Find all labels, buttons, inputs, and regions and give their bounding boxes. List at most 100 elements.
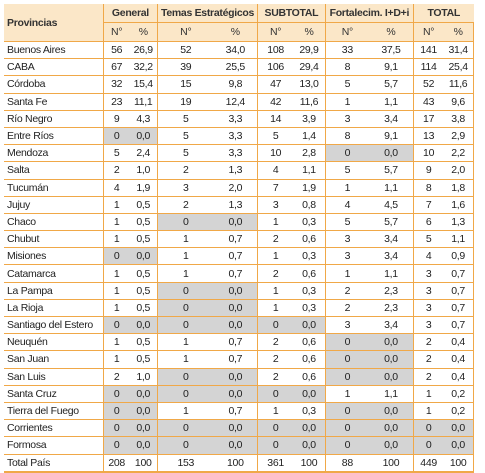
value-cell: 0,4	[443, 368, 475, 386]
province-cell: Entre Ríos	[4, 127, 104, 146]
value-cell: 9,8	[213, 75, 259, 94]
value-cell: 0,5	[129, 333, 159, 352]
value-cell: 0	[257, 316, 294, 335]
province-cell: San Luis	[4, 368, 104, 386]
value-cell: 1,3	[443, 213, 475, 232]
value-cell: 3	[325, 316, 369, 335]
value-cell: 0	[157, 419, 214, 438]
province-cell: Total País	[4, 454, 104, 473]
value-cell: 1,0	[129, 161, 159, 180]
value-cell: 0	[413, 419, 444, 438]
table-row: Santa Cruz 0 0,0 0 0,0 0 0,0 1 1,1 1 0,2	[4, 385, 475, 403]
value-cell: 14	[257, 110, 294, 128]
value-cell: 3	[257, 196, 294, 214]
subheader: N°	[324, 22, 369, 42]
value-cell: 52	[157, 41, 214, 60]
value-cell: 100	[213, 454, 259, 473]
province-cell: Misiones	[4, 247, 104, 266]
value-cell: 0	[157, 368, 214, 386]
value-cell: 2,3	[368, 282, 414, 300]
value-cell: 1,1	[368, 385, 414, 403]
table-row: Total País 208 100 153 100 361 100 88 100 449 100	[4, 454, 475, 473]
value-cell: 7	[413, 196, 444, 214]
value-cell: 114	[413, 58, 444, 77]
value-cell: 1,4	[293, 127, 326, 146]
value-cell: 0	[325, 144, 369, 163]
value-cell: 7	[257, 179, 294, 197]
value-cell: 1	[103, 264, 130, 283]
value-cell: 0,0	[213, 419, 259, 438]
value-cell: 0,7	[443, 282, 475, 300]
value-cell: 0	[257, 436, 294, 455]
value-cell: 0,0	[368, 419, 414, 438]
value-cell: 2	[257, 333, 294, 352]
value-cell: 0,0	[213, 368, 259, 386]
subheader: N°	[102, 22, 130, 42]
value-cell: 0	[103, 436, 130, 455]
value-cell: 0,7	[213, 350, 259, 369]
value-cell: 0,7	[443, 264, 475, 283]
value-cell: 0,8	[293, 196, 326, 214]
value-cell: 3,3	[213, 144, 259, 163]
value-cell: 1	[413, 402, 444, 421]
value-cell: 32	[103, 75, 130, 94]
value-cell: 0,3	[293, 247, 326, 266]
value-cell: 0,3	[293, 213, 326, 232]
value-cell: 17	[413, 110, 444, 128]
value-cell: 0,0	[293, 316, 326, 335]
province-cell: Mendoza	[4, 144, 104, 163]
value-cell: 88	[325, 454, 369, 473]
value-cell: 0,6	[293, 333, 326, 352]
value-cell: 0	[103, 247, 130, 266]
value-cell: 0,3	[293, 282, 326, 300]
subheader: %	[129, 22, 159, 42]
value-cell: 0,0	[213, 282, 259, 300]
value-cell: 3,4	[368, 247, 414, 266]
value-cell: 12,4	[213, 93, 259, 111]
group-header: TOTAL	[412, 4, 474, 23]
value-cell: 2	[157, 161, 214, 180]
value-cell: 1	[103, 299, 130, 318]
table-row: San Juan 1 0,5 1 0,7 2 0,6 0 0,0 2 0,4	[4, 350, 475, 369]
value-cell: 0,0	[213, 299, 259, 318]
province-cell: Río Negro	[4, 110, 104, 128]
value-cell: 1,0	[129, 368, 159, 386]
value-cell: 5	[157, 110, 214, 128]
value-cell: 4	[413, 247, 444, 266]
value-cell: 11,6	[443, 75, 475, 94]
value-cell: 2	[325, 299, 369, 318]
value-cell: 11,1	[129, 93, 159, 111]
row-header: Provincias	[4, 4, 104, 42]
value-cell: 5,7	[368, 161, 414, 180]
value-cell: 0,5	[129, 213, 159, 232]
value-cell: 0,5	[129, 299, 159, 318]
table-row: CABA 67 32,2 39 25,5 106 29,4 8 9,1 114 25,4	[4, 58, 475, 77]
value-cell: 0,7	[213, 247, 259, 266]
value-cell: 0	[157, 213, 214, 232]
value-cell: 2	[103, 368, 130, 386]
value-cell: 9,1	[368, 58, 414, 77]
value-cell: 1,1	[368, 93, 414, 111]
table-row: Formosa 0 0,0 0 0,0 0 0,0 0 0,0 0 0,0	[4, 436, 475, 455]
value-cell: 1	[157, 247, 214, 266]
value-cell: 1	[413, 385, 444, 403]
value-cell: 2	[157, 196, 214, 214]
value-cell: 0,2	[443, 402, 475, 421]
table-row: Buenos Aires 56 26,9 52 34,0 108 29,9 33 37,5 141…	[4, 41, 475, 60]
value-cell: 0	[325, 350, 369, 369]
province-cell: Corrientes	[4, 419, 104, 438]
value-cell: 108	[257, 41, 294, 60]
value-cell: 449	[413, 454, 444, 473]
value-cell: 0	[103, 316, 130, 335]
value-cell: 0,5	[129, 264, 159, 283]
value-cell: 1	[257, 282, 294, 300]
value-cell: 0	[157, 282, 214, 300]
table-row: Tierra del Fuego 0 0,0 1 0,7 1 0,3 0 0,0 1 0,2	[4, 402, 475, 421]
value-cell: 0,7	[213, 402, 259, 421]
value-cell: 0,0	[129, 247, 159, 266]
value-cell: 9	[413, 161, 444, 180]
value-cell: 0,0	[129, 402, 159, 421]
value-cell: 0,5	[129, 196, 159, 214]
value-cell: 0,3	[293, 299, 326, 318]
value-cell: 1	[103, 350, 130, 369]
